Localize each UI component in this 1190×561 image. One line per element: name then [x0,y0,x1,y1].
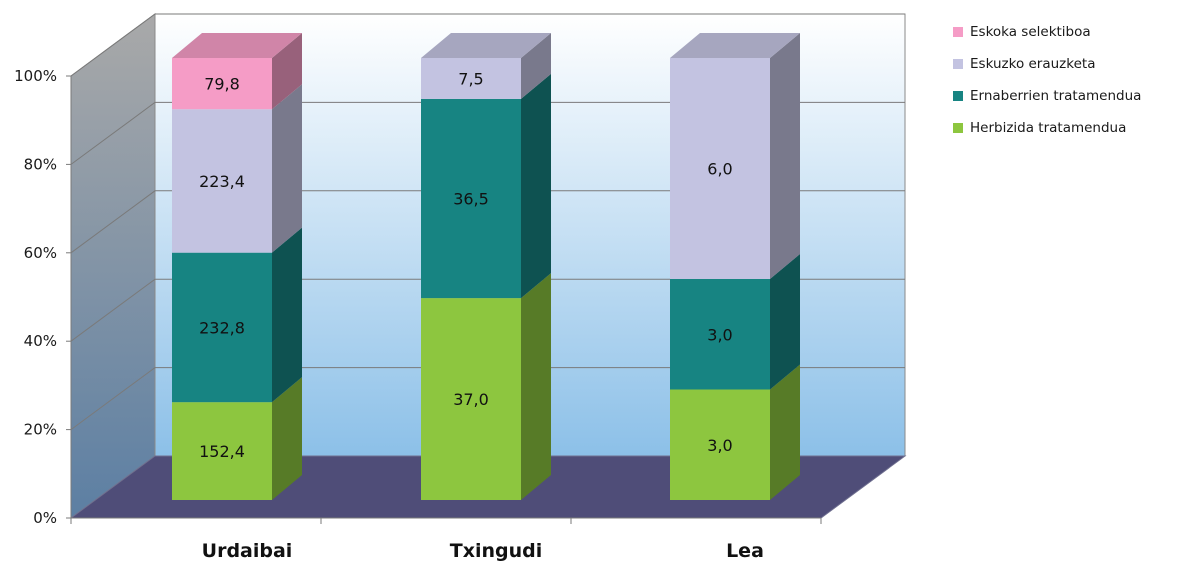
y-tick-label: 60% [24,244,57,262]
data-label: 152,4 [199,442,245,461]
y-tick-label: 40% [24,332,57,350]
bar-segment: 37,0 [421,273,551,500]
gridline [70,278,905,342]
bar-segment: 232,8 [172,227,302,403]
legend-item: Herbizida tratamendua [953,112,1141,144]
y-tick-label: 0% [33,509,57,527]
bar-segment: 6,0 [670,33,800,279]
bar-top-face [421,33,551,58]
bar-segment: 223,4 [172,84,302,253]
legend-swatch [953,91,963,101]
y-tick-label: 80% [24,155,57,173]
bar-segment: 36,5 [421,73,551,299]
legend-swatch [953,123,963,133]
bars: 152,4 232,8 223,4 79,8 37,0 36,5 7,5 3,0 3,0 6,0 [172,33,800,500]
legend-label: Herbizida tratamendua [970,120,1127,136]
bar-side-face [521,73,551,299]
category-label: Urdaibai [202,540,293,561]
bar-side-face [770,254,800,390]
bar-front-face [172,402,272,500]
legend-label: Eskoka selektiboa [970,24,1091,40]
data-label: 3,0 [707,325,732,344]
data-label: 79,8 [204,75,240,94]
legend-swatch [953,59,963,69]
bar-top-face [670,33,800,58]
gridline [70,101,905,165]
legend-item: Eskoka selektiboa [953,16,1141,48]
bar-side-face [272,33,302,110]
axes: 0% 20% 40% 60% 80% 100% Urdaibai Txingudi Lea [14,67,822,561]
y-tick-label: 20% [24,421,57,439]
side-wall [70,13,156,519]
data-label: 223,4 [199,172,245,191]
bar-segment: 79,8 [172,33,302,110]
bar-side-face [770,33,800,279]
gridlines [70,13,905,431]
bar-segment: 3,0 [670,254,800,390]
data-label: 6,0 [707,160,732,179]
bar-side-face [272,227,302,403]
bar-front-face [172,252,272,403]
bar-side-face [770,364,800,500]
bar-front-face [172,58,272,110]
bar-front-face [670,389,770,500]
bar-side-face [272,377,302,500]
category-label: Lea [726,540,764,561]
legend: Eskoka selektiboa Eskuzko erauzketa Ernabe… [953,16,1141,144]
bar-front-face [670,58,770,279]
bar-segment: 3,0 [670,364,800,500]
gridline [70,190,905,254]
gridline [70,13,905,77]
bar-side-face [521,33,551,99]
data-label: 232,8 [199,318,245,337]
bar-segment: 7,5 [421,33,551,99]
bar-front-face [172,109,272,253]
legend-swatch [953,27,963,37]
legend-label: Eskuzko erauzketa [970,56,1096,72]
legend-item: Ernaberrien tratamendua [953,80,1141,112]
bar-front-face [670,279,770,390]
bar-segment: 152,4 [172,377,302,500]
data-label: 7,5 [458,69,483,88]
data-label: 37,0 [453,390,489,409]
bar-top-face [172,33,302,58]
legend-item: Eskuzko erauzketa [953,48,1141,80]
bar-front-face [421,98,521,299]
data-label: 3,0 [707,436,732,455]
bar-front-face [421,298,521,500]
gridline [70,367,905,431]
bar-front-face [421,58,521,99]
y-tick-label: 100% [14,67,57,85]
data-label: 36,5 [453,190,489,209]
legend-label: Ernaberrien tratamendua [970,88,1142,104]
bar-side-face [272,84,302,253]
bar-side-face [521,273,551,500]
category-label: Txingudi [450,540,543,561]
